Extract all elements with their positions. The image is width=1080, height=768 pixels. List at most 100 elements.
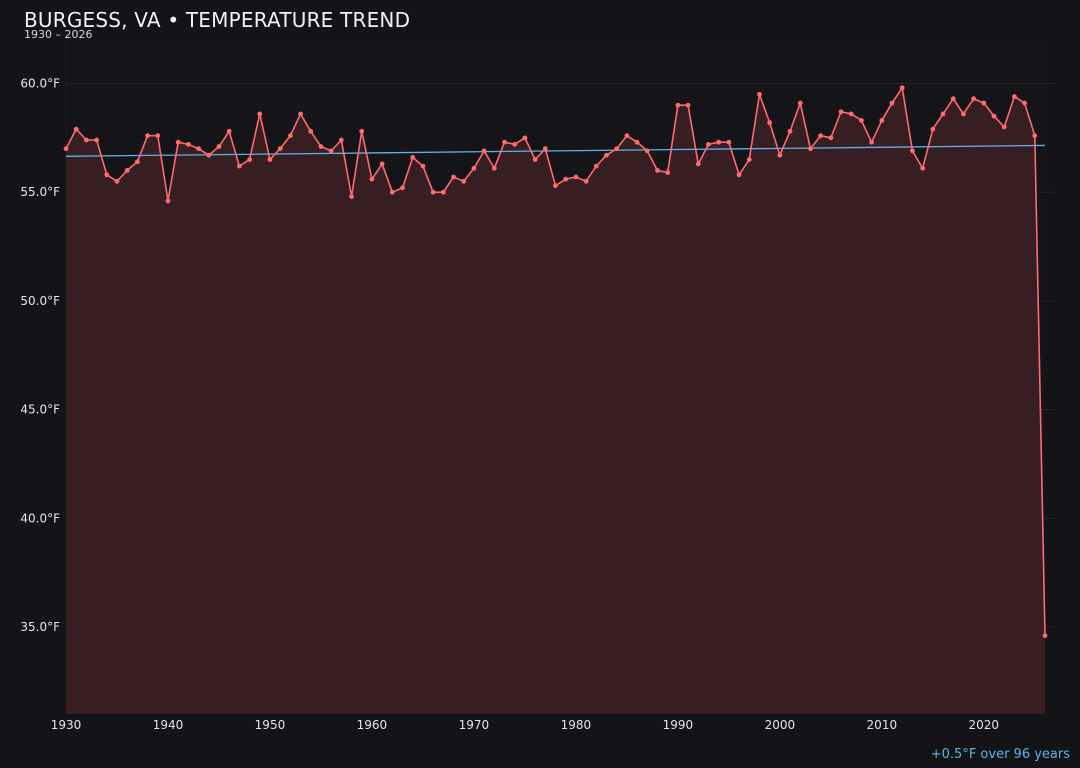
x-tick-label: 1980 (561, 718, 592, 732)
data-point (451, 174, 456, 180)
data-point (379, 161, 385, 167)
data-point (675, 102, 681, 108)
data-point (349, 194, 354, 199)
data-point (542, 146, 548, 152)
y-tick-label: 50.0°F (20, 294, 60, 308)
x-tick-label: 1940 (153, 718, 184, 732)
y-tick-label: 35.0°F (20, 620, 60, 634)
data-point (665, 170, 671, 176)
data-point (879, 118, 885, 123)
y-tick-label: 45.0°F (20, 403, 60, 417)
area-layer (66, 87, 1045, 714)
data-point (961, 111, 966, 117)
data-point (134, 159, 140, 165)
data-point (1012, 94, 1017, 99)
data-point (145, 133, 150, 139)
data-point (573, 174, 579, 180)
data-point (593, 163, 599, 169)
data-point (634, 139, 640, 145)
data-point (287, 133, 293, 139)
data-point (63, 146, 69, 152)
data-point (338, 137, 344, 143)
data-point (247, 157, 252, 162)
data-point (73, 126, 79, 132)
data-point (1042, 633, 1048, 639)
data-point (389, 189, 395, 195)
data-point (440, 189, 446, 195)
chart-title: BURGESS, VA • TEMPERATURE TREND (24, 8, 411, 32)
data-point (838, 109, 844, 115)
data-point (359, 128, 365, 134)
data-point (420, 163, 426, 169)
data-point (553, 183, 558, 189)
data-point (695, 161, 701, 167)
trend-line (65, 144, 1046, 157)
data-point (614, 146, 620, 152)
data-point (950, 96, 956, 102)
x-tick-label: 2020 (969, 718, 1000, 732)
data-point (930, 126, 936, 132)
data-point (1032, 133, 1038, 139)
x-tick-label: 1990 (663, 718, 694, 732)
data-point (899, 85, 905, 91)
data-point (685, 102, 691, 108)
data-point (644, 148, 650, 154)
data-point (797, 100, 803, 106)
data-point (410, 155, 416, 160)
data-point (124, 168, 130, 173)
data-point (512, 141, 518, 147)
data-point (257, 111, 263, 117)
data-point (196, 146, 201, 152)
data-point (104, 172, 110, 178)
x-tick-label: 1960 (357, 718, 388, 732)
data-point (971, 96, 977, 102)
data-point (226, 128, 232, 134)
data-point (736, 172, 742, 178)
data-point (583, 178, 589, 184)
data-point (889, 100, 895, 106)
data-point (859, 118, 864, 123)
data-point (716, 139, 722, 145)
data-point (369, 176, 375, 182)
data-point (828, 135, 834, 141)
data-point (1022, 100, 1027, 106)
data-point (726, 139, 732, 145)
data-point (522, 135, 528, 141)
data-point (991, 113, 997, 119)
data-point (216, 144, 222, 149)
data-point (277, 146, 283, 152)
data-point (604, 152, 609, 158)
data-point (808, 146, 813, 152)
data-point (777, 152, 783, 158)
x-axis: 1930 1940 1950 1960 1970 1980 1990 2000 2010 2020 (51, 718, 999, 732)
data-point (502, 139, 507, 145)
data-point (491, 165, 497, 171)
data-point (481, 148, 487, 154)
data-point (267, 157, 273, 162)
x-tick-label: 1930 (51, 718, 82, 732)
y-tick-label: 55.0°F (20, 185, 60, 199)
data-point (818, 133, 824, 139)
data-point (298, 111, 303, 117)
data-point (236, 163, 242, 169)
chart-subtitle: 1930 – 2026 (24, 28, 93, 41)
data-point (84, 137, 89, 143)
x-tick-label: 2010 (867, 718, 898, 732)
trend-layer (65, 144, 1046, 157)
data-point (1001, 124, 1007, 130)
data-point (655, 168, 660, 173)
data-point (746, 157, 752, 162)
data-point (206, 152, 212, 158)
data-point (155, 133, 161, 139)
data-point (471, 165, 477, 171)
data-point (114, 178, 120, 184)
data-point (430, 189, 436, 195)
data-point (175, 139, 181, 145)
data-point (318, 144, 324, 149)
y-axis: 35.0°F 40.0°F 45.0°F 50.0°F 55.0°F 60.0°F (20, 76, 60, 634)
data-point (787, 128, 793, 134)
data-point (981, 100, 987, 106)
data-point (848, 111, 854, 117)
y-tick-label: 60.0°F (20, 76, 60, 90)
